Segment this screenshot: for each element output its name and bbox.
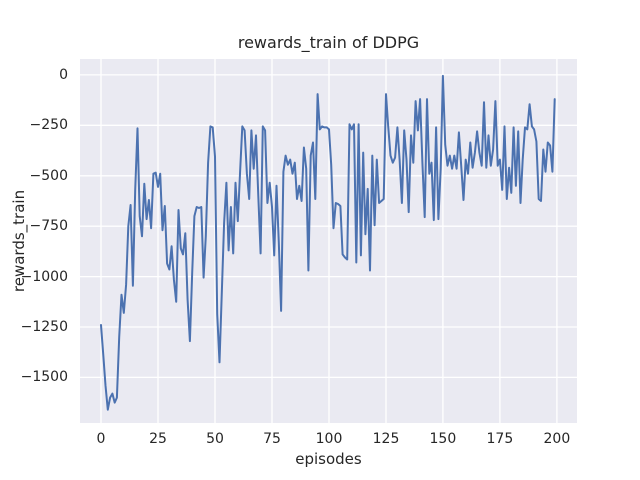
y-tick-label: −1000: [20, 268, 68, 285]
x-tick-label: 25: [149, 431, 167, 447]
y-tick-label: −1250: [20, 319, 68, 335]
y-tick-label: −750: [29, 218, 68, 235]
plot-area: [80, 59, 577, 423]
x-tick-label: 200: [543, 431, 571, 447]
x-tick-label: 175: [486, 431, 514, 447]
x-tick-label: 50: [206, 431, 224, 447]
series-rewards-train: [100, 74, 556, 411]
x-tick-label: 150: [429, 431, 457, 447]
x-tick-label: 75: [263, 431, 281, 447]
x-tick-label: 100: [315, 431, 343, 447]
y-tick-label: 0: [59, 66, 68, 83]
y-tick-label: −500: [29, 167, 68, 184]
y-tick-label: −250: [29, 117, 68, 134]
chart-title: rewards_train of DDPG: [237, 33, 420, 52]
x-tick-label: 0: [96, 431, 106, 447]
x-axis-label: episodes: [295, 450, 362, 468]
rewards-line-chart: [80, 59, 577, 423]
x-tick-label: 125: [372, 431, 400, 447]
y-tick-label: −1500: [20, 369, 68, 386]
